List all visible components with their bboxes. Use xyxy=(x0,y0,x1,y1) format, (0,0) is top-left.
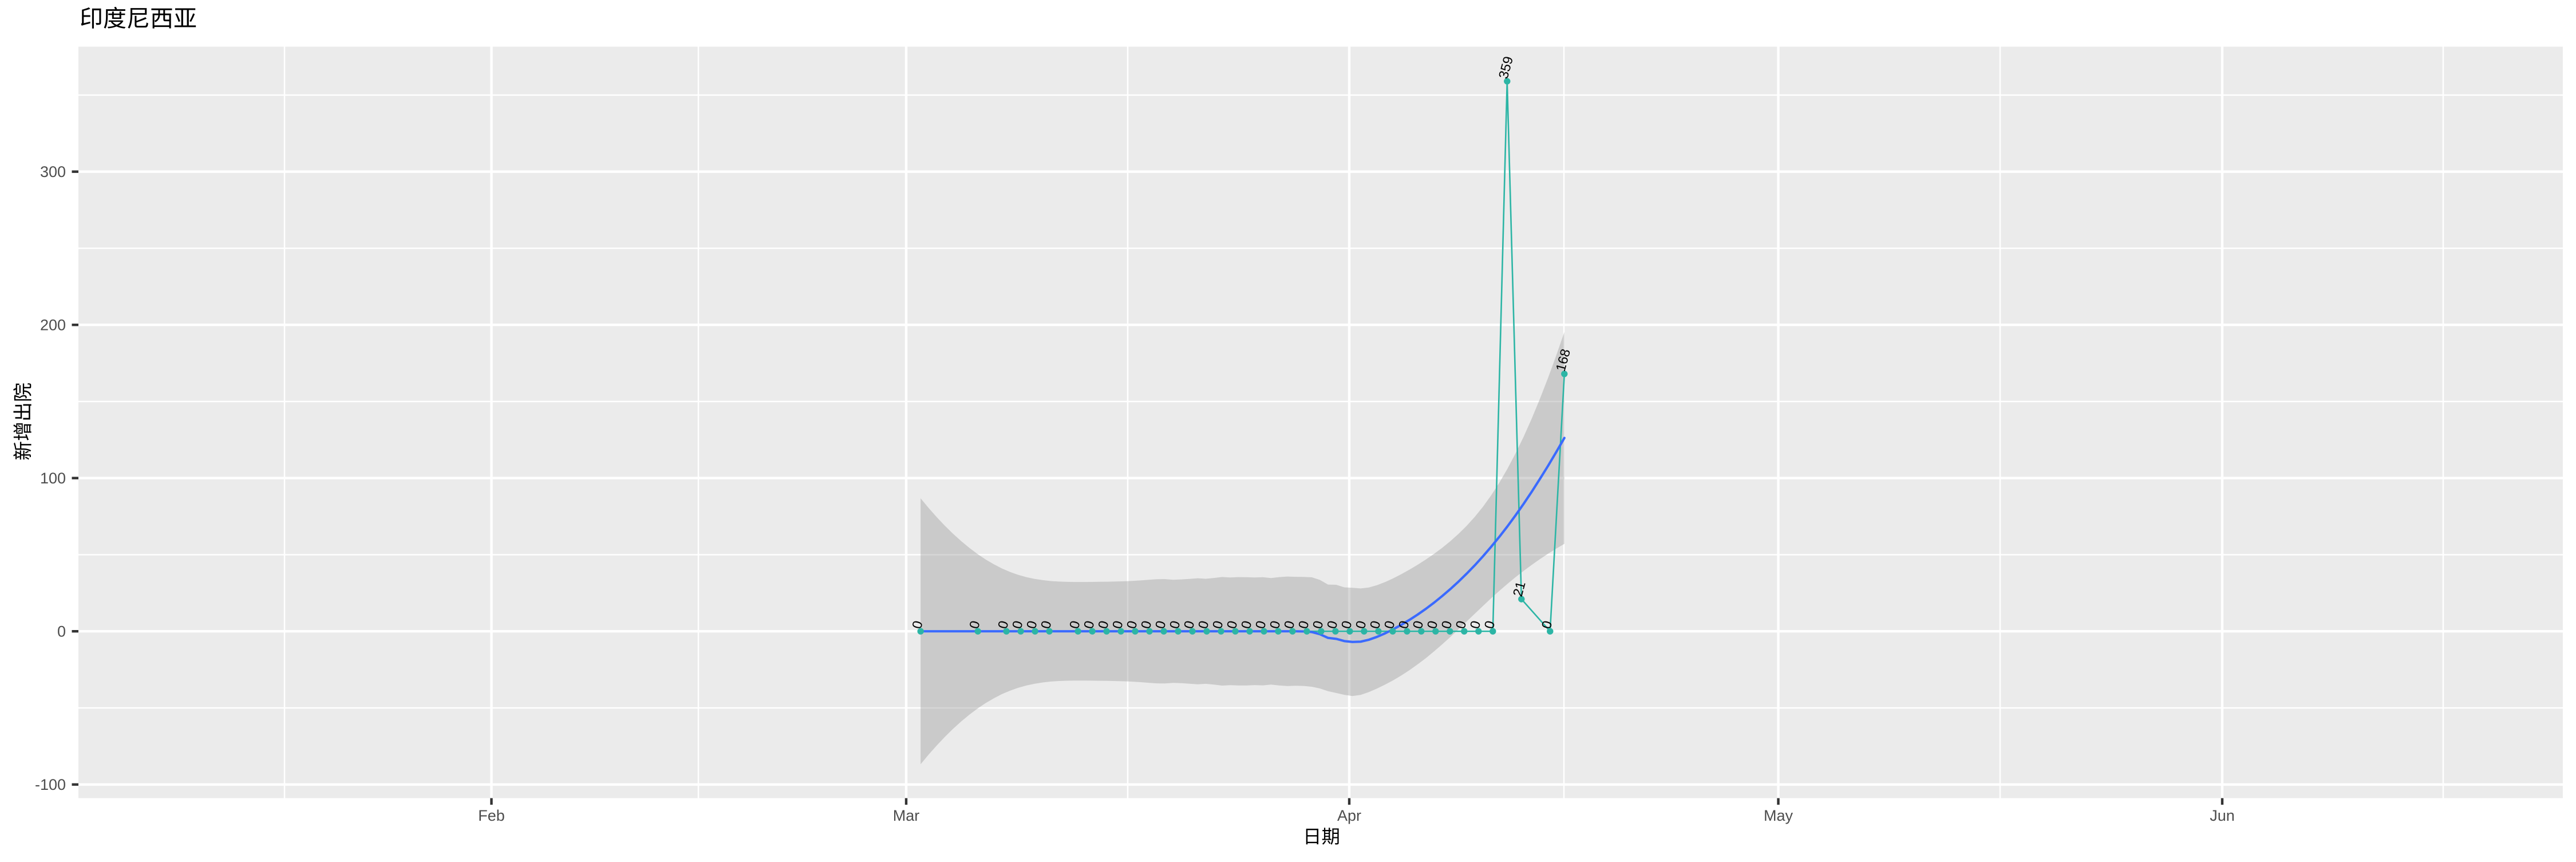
svg-text:0: 0 xyxy=(1152,619,1168,630)
svg-text:0: 0 xyxy=(1195,619,1211,630)
svg-text:300: 300 xyxy=(40,163,66,180)
svg-text:May: May xyxy=(1764,807,1793,824)
svg-text:0: 0 xyxy=(1167,619,1183,630)
svg-text:0: 0 xyxy=(1124,619,1140,630)
svg-text:0: 0 xyxy=(57,623,66,640)
svg-text:200: 200 xyxy=(40,317,66,334)
svg-text:Apr: Apr xyxy=(1337,807,1361,824)
svg-text:0: 0 xyxy=(1467,619,1483,630)
svg-text:0: 0 xyxy=(909,619,925,630)
svg-text:0: 0 xyxy=(1281,619,1297,630)
svg-text:0: 0 xyxy=(1324,619,1340,630)
svg-text:0: 0 xyxy=(1381,619,1397,630)
svg-text:0: 0 xyxy=(1066,619,1082,630)
svg-text:0: 0 xyxy=(1481,619,1498,630)
svg-text:0: 0 xyxy=(1396,619,1412,630)
svg-text:0: 0 xyxy=(1338,619,1354,630)
svg-text:0: 0 xyxy=(1138,619,1154,630)
svg-text:0: 0 xyxy=(966,619,982,630)
svg-text:0: 0 xyxy=(1439,619,1455,630)
svg-text:0: 0 xyxy=(1024,619,1040,630)
svg-text:0: 0 xyxy=(1210,619,1226,630)
svg-text:0: 0 xyxy=(1095,619,1111,630)
svg-text:0: 0 xyxy=(1009,619,1025,630)
svg-text:0: 0 xyxy=(1310,619,1326,630)
svg-text:0: 0 xyxy=(1038,619,1054,630)
svg-text:0: 0 xyxy=(1295,619,1311,630)
svg-text:0: 0 xyxy=(1453,619,1469,630)
svg-text:0: 0 xyxy=(1539,619,1555,630)
svg-text:0: 0 xyxy=(1424,619,1440,630)
svg-text:0: 0 xyxy=(1267,619,1283,630)
svg-text:-100: -100 xyxy=(35,776,66,793)
svg-text:Mar: Mar xyxy=(893,807,920,824)
svg-text:Jun: Jun xyxy=(2210,807,2235,824)
svg-text:0: 0 xyxy=(1367,619,1383,630)
svg-text:0: 0 xyxy=(1410,619,1426,630)
svg-text:0: 0 xyxy=(1181,619,1197,630)
svg-text:0: 0 xyxy=(1081,619,1097,630)
svg-text:Feb: Feb xyxy=(478,807,505,824)
svg-text:0: 0 xyxy=(1238,619,1254,630)
svg-text:100: 100 xyxy=(40,470,66,487)
svg-text:0: 0 xyxy=(1109,619,1125,630)
svg-text:0: 0 xyxy=(1353,619,1369,630)
svg-text:0: 0 xyxy=(995,619,1011,630)
svg-text:0: 0 xyxy=(1253,619,1269,630)
svg-text:0: 0 xyxy=(1224,619,1240,630)
